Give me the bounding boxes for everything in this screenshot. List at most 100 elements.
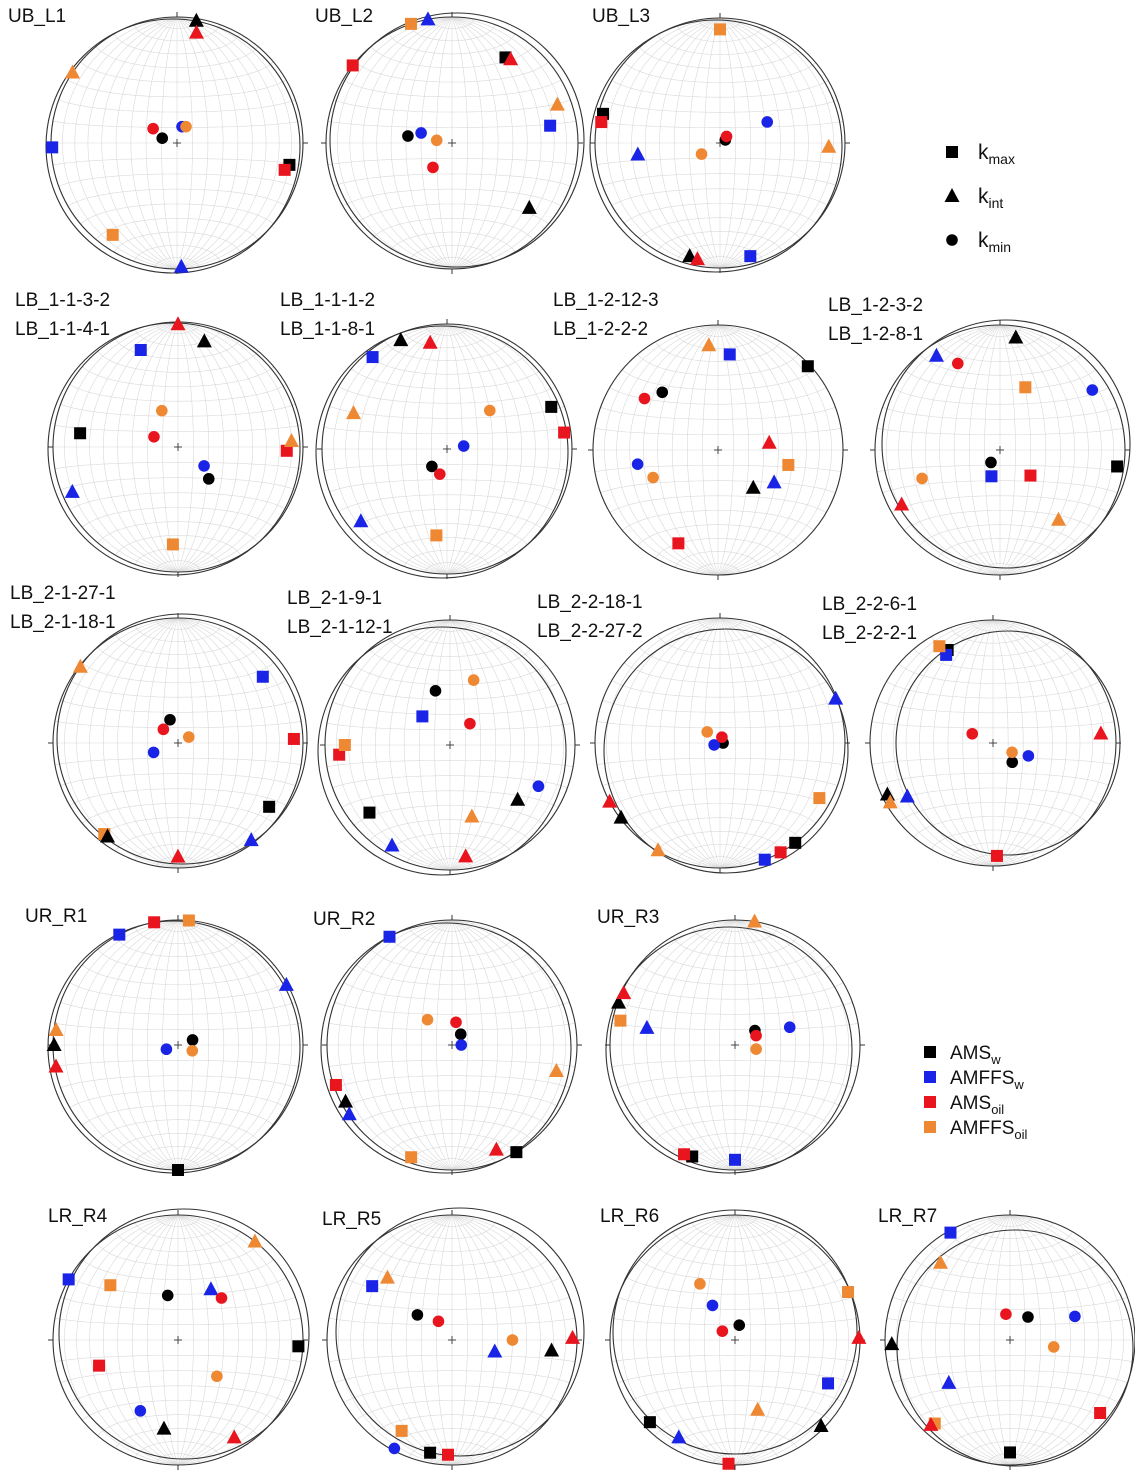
kmax-marker bbox=[182, 914, 195, 927]
kint-marker bbox=[64, 483, 80, 498]
grid-parallel bbox=[115, 1133, 241, 1154]
grid-parallel bbox=[602, 773, 838, 787]
grid-parallel bbox=[134, 1441, 222, 1458]
kmax-marker bbox=[678, 1148, 691, 1161]
grid-parallel bbox=[886, 1318, 1134, 1325]
grid-parallel bbox=[637, 524, 799, 546]
grid-parallel bbox=[676, 625, 764, 642]
grid-parallel bbox=[113, 33, 241, 55]
grid-parallel bbox=[133, 244, 221, 262]
grid-parallel bbox=[966, 1222, 1054, 1239]
kmax-marker bbox=[933, 640, 946, 653]
kmin-marker bbox=[985, 456, 997, 469]
net-title: UR_R3 bbox=[597, 907, 659, 928]
kint-marker bbox=[1008, 329, 1024, 344]
grid-parallel bbox=[328, 1355, 576, 1362]
kint-marker bbox=[346, 405, 362, 420]
grid-parallel bbox=[95, 46, 259, 68]
grid-parallel bbox=[67, 79, 287, 98]
kint-marker bbox=[226, 1429, 242, 1444]
kmin-marker bbox=[455, 1039, 468, 1051]
grid-parallel bbox=[69, 1385, 287, 1403]
stereonet: LB_1-1-3-2 LB_1-1-4-1 bbox=[15, 290, 308, 577]
kmax-marker bbox=[405, 1151, 418, 1164]
legend-symbol bbox=[946, 146, 958, 158]
center-cross bbox=[446, 741, 454, 749]
kint-marker bbox=[393, 332, 409, 347]
kmax-marker bbox=[789, 836, 802, 849]
legend-label-sub: oil bbox=[1014, 1127, 1027, 1142]
grid-parallel bbox=[657, 34, 783, 55]
grid-parallel bbox=[356, 1105, 548, 1126]
grid-parallel bbox=[672, 1231, 798, 1252]
grid-parallel bbox=[406, 627, 494, 644]
grid-parallel bbox=[891, 495, 1109, 513]
kint-marker bbox=[928, 347, 944, 362]
grid-parallel bbox=[430, 1216, 474, 1227]
kmin-marker bbox=[638, 392, 651, 405]
grid-parallel bbox=[113, 231, 241, 253]
net-title: LB_2-1-18-1 bbox=[10, 612, 116, 633]
grid-parallel bbox=[387, 636, 513, 657]
grid-parallel bbox=[115, 831, 241, 852]
grid-parallel bbox=[624, 803, 816, 824]
legend-label-base: AMS bbox=[950, 1043, 991, 1064]
grid-parallel bbox=[914, 1259, 1106, 1280]
grid-parallel bbox=[156, 1216, 200, 1227]
grid-parallel bbox=[602, 173, 838, 187]
kmax-marker bbox=[134, 343, 147, 356]
grid-parallel bbox=[639, 1400, 831, 1421]
net-title: UB_L2 bbox=[315, 6, 373, 27]
legend-label-base: AMFFS bbox=[950, 1118, 1014, 1139]
kint-marker bbox=[341, 1106, 357, 1121]
kmax-marker bbox=[441, 1448, 454, 1461]
grid-parallel bbox=[80, 203, 274, 225]
kint-marker bbox=[639, 1019, 655, 1034]
grid-parallel bbox=[971, 621, 1015, 632]
kmin-marker bbox=[215, 1292, 228, 1304]
net-title: LB_1-1-4-1 bbox=[15, 319, 110, 340]
grid-parallel bbox=[654, 949, 816, 971]
kint-marker bbox=[689, 251, 705, 266]
kmin-marker bbox=[706, 1299, 719, 1312]
grid-parallel bbox=[626, 1090, 844, 1108]
legend-swatch bbox=[924, 1071, 936, 1083]
legend-swatch bbox=[924, 1096, 936, 1108]
kmin-marker bbox=[695, 148, 708, 160]
kint-marker bbox=[170, 848, 186, 863]
kmin-marker bbox=[429, 685, 442, 697]
kint-marker bbox=[745, 479, 761, 494]
grid-parallel bbox=[600, 480, 836, 494]
kmax-marker bbox=[544, 119, 557, 132]
grid-parallel bbox=[654, 1119, 816, 1141]
grid-parallel bbox=[901, 1385, 1119, 1403]
grid-parallel bbox=[876, 428, 1124, 435]
kint-marker bbox=[188, 24, 204, 39]
kmin-marker bbox=[198, 460, 210, 472]
grid-parallel bbox=[326, 723, 574, 730]
grid-parallel bbox=[617, 1370, 853, 1384]
grid-parallel bbox=[919, 524, 1081, 546]
kint-marker bbox=[923, 1416, 939, 1431]
overlay-circle bbox=[329, 12, 585, 268]
grid-parallel bbox=[672, 936, 798, 957]
grid-parallel bbox=[156, 1158, 200, 1169]
grid-parallel bbox=[134, 1146, 222, 1163]
kint-marker bbox=[932, 1254, 948, 1269]
grid-parallel bbox=[674, 332, 762, 349]
grid-parallel bbox=[97, 521, 259, 543]
kmax-marker bbox=[430, 529, 443, 542]
grid-parallel bbox=[356, 1259, 548, 1280]
legend-label-sub: max bbox=[989, 151, 1015, 167]
kint-marker bbox=[247, 1233, 263, 1248]
kmax-marker bbox=[614, 1014, 627, 1027]
kint-marker bbox=[521, 199, 537, 214]
stereonet: LB_2-2-18-1 LB_2-2-27-2 bbox=[537, 592, 850, 874]
grid-parallel bbox=[389, 936, 515, 957]
net-title: LB_2-1-9-1 bbox=[287, 588, 382, 609]
grid-parallel bbox=[54, 1318, 302, 1325]
grid-parallel bbox=[892, 1370, 1128, 1384]
grid-parallel bbox=[403, 331, 491, 348]
grid-parallel bbox=[133, 24, 221, 42]
